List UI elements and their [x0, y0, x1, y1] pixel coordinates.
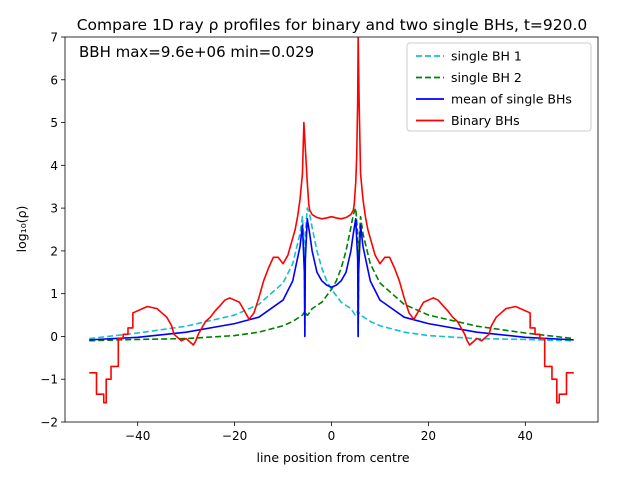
legend-label: single BH 2	[451, 70, 522, 85]
x-tick-label: 20	[421, 429, 436, 443]
legend-box	[406, 42, 592, 132]
x-tick-label: 40	[518, 429, 533, 443]
series-line-1	[89, 207, 574, 342]
legend-label: single BH 1	[451, 49, 522, 64]
y-tick-label: 1	[50, 287, 58, 301]
series-line-3	[89, 218, 574, 341]
bbh-annotation: BBH max=9.6e+06 min=0.029	[79, 43, 314, 61]
y-tick-label: 0	[50, 330, 58, 344]
legend-label: Binary BHs	[451, 113, 520, 128]
y-tick-label: 2	[50, 244, 58, 258]
x-tick-label: −40	[125, 429, 150, 443]
y-tick-label: 7	[50, 31, 58, 45]
y-tick-label: 5	[50, 116, 58, 130]
legend-label: mean of single BHs	[451, 92, 572, 107]
x-tick-label: −20	[222, 429, 247, 443]
series-line-2	[89, 207, 574, 342]
y-tick-label: 6	[50, 73, 58, 87]
y-axis-label: log₁₀(ρ)	[14, 206, 29, 253]
chart-title: Compare 1D ray ρ profiles for binary and…	[77, 16, 588, 34]
legend: single BH 1 single BH 2 mean of single BHs…	[406, 42, 592, 132]
plot-area	[89, 37, 574, 404]
x-tick-label: 0	[328, 429, 336, 443]
series-line-4	[89, 37, 574, 404]
axes: −40 −20 0 20 40 −2 −1 0 1 2 3 4 5 6 7	[40, 31, 599, 443]
y-tick-label: 3	[50, 202, 58, 216]
y-tick-label: −2	[40, 416, 58, 430]
x-axis-label: line position from centre	[256, 450, 409, 465]
y-tick-label: −1	[40, 373, 58, 387]
y-tick-label: 4	[50, 159, 58, 173]
